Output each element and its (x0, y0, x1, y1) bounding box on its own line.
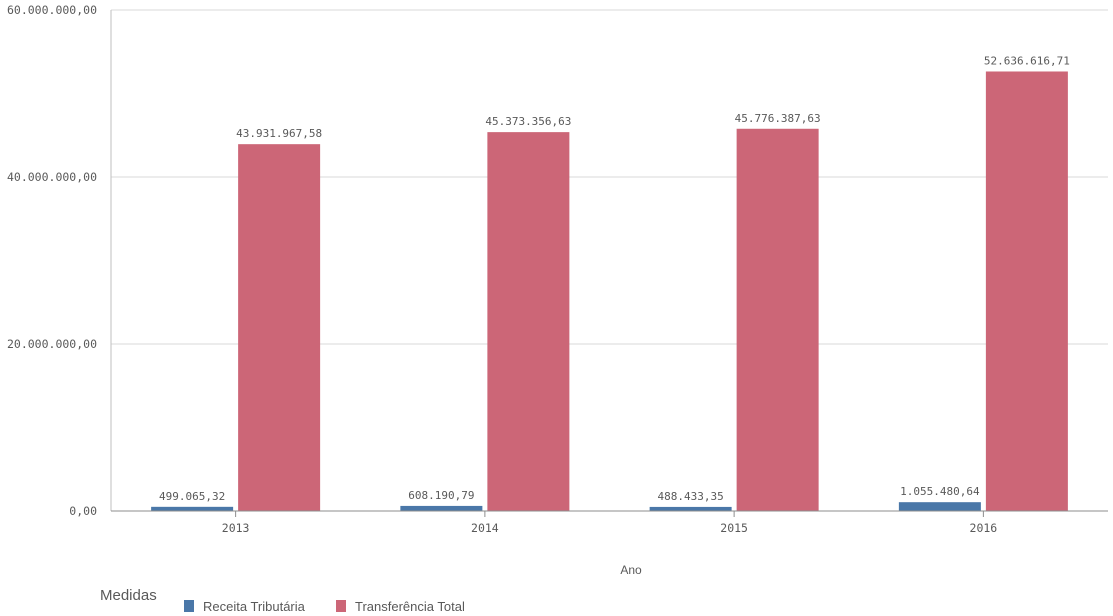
legend[interactable]: Medidas Receita Tributária Transferência … (100, 587, 465, 614)
bar-transferencia-total-2015[interactable] (736, 128, 819, 512)
data-label: 45.776.387,63 (735, 112, 821, 125)
x-tick-label: 2014 (471, 521, 499, 535)
bar-transferencia-total-2016[interactable] (985, 71, 1068, 511)
y-tick-label: 20.000.000,00 (7, 337, 97, 351)
bar-transferencia-total-2014[interactable] (487, 132, 570, 511)
data-label: 608.190,79 (408, 489, 474, 502)
bars (151, 71, 1068, 512)
data-label: 45.373.356,63 (485, 115, 571, 128)
legend-items: Receita Tributária Transferência Total (184, 599, 465, 614)
data-label: 52.636.616,71 (984, 54, 1070, 67)
x-tick-label: 2013 (222, 521, 250, 535)
x-tick-label: 2015 (720, 521, 748, 535)
y-tick-label: 0,00 (69, 504, 97, 518)
bar-receita-tributaria-2015[interactable] (649, 506, 732, 511)
bar-receita-tributaria-2016[interactable] (898, 502, 981, 511)
y-tick-label: 40.000.000,00 (7, 170, 97, 184)
data-labels: 499.065,32 43.931.967,58 608.190,79 45.373.… (159, 54, 1070, 502)
x-axis-ticks: 2013 2014 2015 2016 (222, 511, 998, 535)
legend-title: Medidas (100, 587, 157, 604)
bar-receita-tributaria-2014[interactable] (400, 505, 483, 511)
legend-swatch (184, 600, 194, 612)
data-label: 43.931.967,58 (236, 127, 322, 140)
data-label: 499.065,32 (159, 490, 225, 503)
legend-label: Transferência Total (355, 599, 465, 614)
bar-transferencia-total-2013[interactable] (238, 144, 321, 511)
legend-label: Receita Tributária (203, 599, 306, 614)
data-label: 1.055.480,64 (900, 485, 980, 498)
data-label: 488.433,35 (658, 490, 724, 503)
x-axis-title: Ano (620, 563, 642, 577)
x-tick-label: 2016 (970, 521, 998, 535)
y-tick-label: 60.000.000,00 (7, 3, 97, 17)
y-axis-ticks: 0,00 20.000.000,00 40.000.000,00 60.000.000… (7, 3, 97, 518)
legend-swatch (336, 600, 346, 612)
bar-receita-tributaria-2013[interactable] (151, 506, 234, 511)
